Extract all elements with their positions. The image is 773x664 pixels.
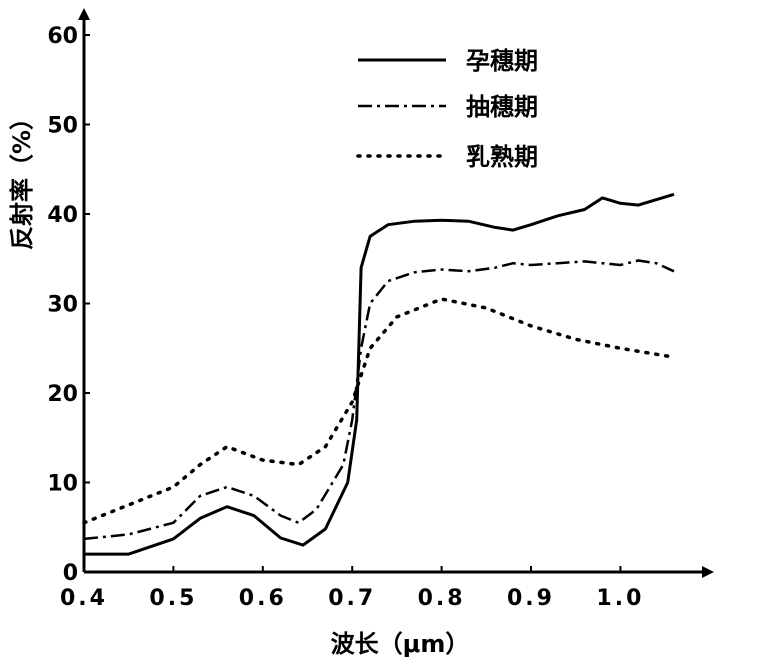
x-tick-label: 0.8 (418, 586, 466, 611)
x-tick-label: 0.5 (149, 586, 197, 611)
y-tick-label: 10 (47, 472, 78, 497)
x-axis-label: 波长（μm） (331, 630, 470, 658)
legend-label-1: 孕穗期 (466, 47, 538, 75)
y-tick-label: 60 (47, 24, 78, 49)
x-ticks: 0.4 0.5 0.6 0.7 0.8 0.9 1.0 (60, 566, 644, 611)
y-tick-label: 50 (47, 114, 78, 139)
y-tick-label: 20 (47, 382, 78, 407)
x-tick-label: 0.7 (328, 586, 376, 611)
y-axis-label: 反射率（%） (8, 106, 36, 250)
y-tick-label: 30 (47, 293, 78, 318)
x-tick-label: 0.6 (239, 586, 287, 611)
series-line-3 (82, 297, 676, 525)
y-tick-label: 40 (47, 203, 78, 228)
x-tick-label: 0.4 (60, 586, 108, 611)
y-ticks: 0 10 20 30 40 50 60 (47, 24, 90, 586)
x-tick-label: 1.0 (596, 586, 644, 611)
x-tick-label: 0.9 (507, 586, 555, 611)
legend-label-2: 抽穗期 (466, 93, 538, 121)
series-line-2 (83, 259, 675, 541)
y-tick-label: 0 (63, 561, 78, 586)
series-line-1 (84, 192, 675, 556)
series-group (82, 192, 676, 556)
legend-label-3: 乳熟期 (466, 143, 538, 171)
